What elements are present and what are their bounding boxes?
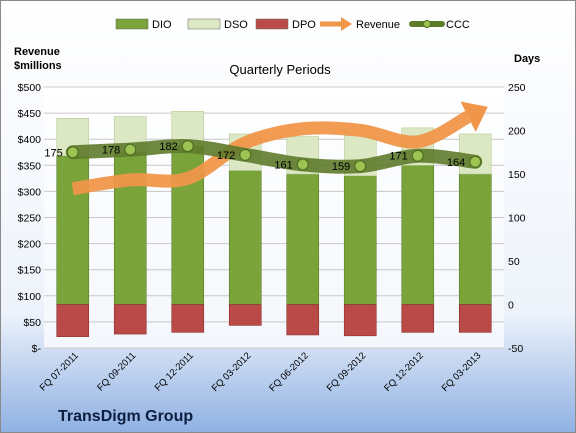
left-tick-label: $500 xyxy=(18,82,42,94)
legend-item: DPO xyxy=(255,18,316,31)
legend-label: DSO xyxy=(224,19,248,31)
dio-bar xyxy=(401,165,435,305)
right-tick-label: 0 xyxy=(508,300,514,312)
ccc-data-label: 171 xyxy=(389,151,407,163)
left-axis-title-line1: Revenue xyxy=(14,46,60,58)
ccc-point xyxy=(469,155,482,168)
dio-bar xyxy=(343,175,377,305)
dpo-bar xyxy=(286,304,320,336)
company-name: TransDigm Group xyxy=(58,408,193,425)
right-tick-label: 150 xyxy=(508,169,526,181)
dpo-bar xyxy=(343,304,377,337)
dpo-bar xyxy=(171,304,205,333)
dio-bar xyxy=(56,155,90,305)
left-axis-title-line2: $millions xyxy=(14,60,62,72)
legend-marker xyxy=(423,20,431,28)
legend-item: Revenue xyxy=(320,17,400,31)
ccc-point xyxy=(181,140,194,153)
legend-swatch xyxy=(187,18,221,30)
ccc-point xyxy=(66,146,79,159)
ccc-data-label: 175 xyxy=(44,147,62,159)
ccc-point xyxy=(124,143,137,156)
left-tick-label: $400 xyxy=(18,134,42,146)
legend-item: DSO xyxy=(187,18,248,31)
legend-arrowhead xyxy=(341,17,352,31)
left-tick-label: $450 xyxy=(18,108,42,120)
left-tick-label: $50 xyxy=(23,317,41,329)
ccc-data-label: 172 xyxy=(217,150,235,162)
left-tick-label: $150 xyxy=(18,265,42,277)
left-tick-label: $300 xyxy=(18,186,42,198)
legend-swatch xyxy=(115,18,149,30)
ccc-point xyxy=(411,149,424,162)
chart-title: Quarterly Periods xyxy=(229,62,331,77)
dpo-bar xyxy=(113,304,147,335)
dpo-bar xyxy=(56,304,90,337)
dpo-bar xyxy=(401,304,435,333)
revenue-line xyxy=(71,110,472,196)
dpo-bar xyxy=(228,304,262,326)
legend: DIO DSO DPO Revenue CCC xyxy=(115,17,470,31)
dio-bar xyxy=(286,173,320,305)
ccc-data-label: 159 xyxy=(332,161,350,173)
right-axis-title: Days xyxy=(514,53,540,65)
ccc-point xyxy=(354,160,367,173)
revenue-series xyxy=(71,101,488,196)
ccc-data-label: 178 xyxy=(102,145,120,157)
right-tick-label: 250 xyxy=(508,82,526,94)
left-tick-label: $200 xyxy=(18,239,42,251)
ccc-data-label: 182 xyxy=(159,141,177,153)
left-tick-label: $100 xyxy=(18,291,42,303)
left-tick-label: $- xyxy=(32,343,42,355)
left-tick-label: $350 xyxy=(18,160,42,172)
left-tick-label: $250 xyxy=(18,213,42,225)
right-tick-label: 100 xyxy=(508,213,526,225)
left-axis-ticks: $- $50 $100 $150 $200 $250 $300 $350 $400 $450 $50… xyxy=(18,82,42,355)
right-tick-label: 200 xyxy=(508,126,526,138)
ccc-point xyxy=(296,158,309,171)
dio-bar xyxy=(458,173,492,305)
dpo-bar xyxy=(458,304,492,333)
legend-label: DPO xyxy=(292,19,316,31)
right-axis-ticks: -50 0 50 100 150 200 250 xyxy=(508,82,526,355)
ccc-data-label: 161 xyxy=(274,159,292,171)
ccc-series: 175 178 182 172 161 159 171 164 xyxy=(44,139,483,174)
legend-swatch xyxy=(255,18,289,30)
legend-item: CCC xyxy=(409,19,470,31)
right-tick-label: 50 xyxy=(508,256,520,268)
revenue-arrowhead xyxy=(460,101,488,132)
ccc-point xyxy=(239,148,252,161)
legend-label: CCC xyxy=(446,19,470,31)
legend-label: Revenue xyxy=(356,19,400,31)
right-tick-label: -50 xyxy=(508,343,523,355)
ccc-data-label: 164 xyxy=(447,157,465,169)
legend-item: DIO xyxy=(115,18,172,31)
legend-label: DIO xyxy=(152,19,172,31)
dio-bar xyxy=(228,170,262,305)
